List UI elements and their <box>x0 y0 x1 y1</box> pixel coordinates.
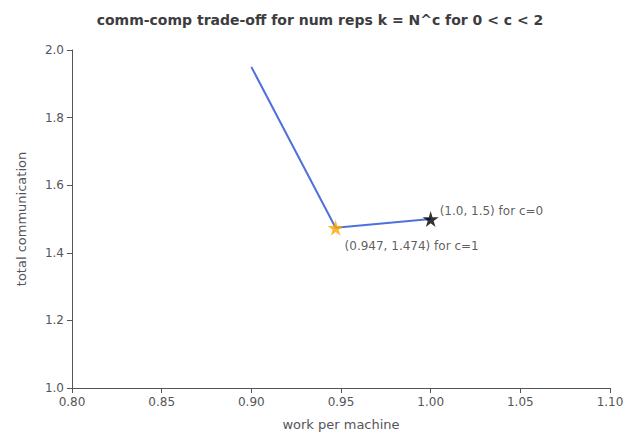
svg-text:comm-comp trade-off for num re: comm-comp trade-off for num reps k = N^c… <box>97 12 544 28</box>
svg-text:work per machine: work per machine <box>282 417 399 432</box>
svg-text:0.85: 0.85 <box>148 395 175 409</box>
svg-text:0.90: 0.90 <box>238 395 265 409</box>
svg-text:0.80: 0.80 <box>59 395 86 409</box>
svg-text:1.8: 1.8 <box>45 111 64 125</box>
svg-text:2.0: 2.0 <box>45 43 64 57</box>
svg-text:1.10: 1.10 <box>597 395 624 409</box>
svg-text:1.00: 1.00 <box>417 395 444 409</box>
svg-text:total communication: total communication <box>14 152 29 286</box>
svg-text:(1.0, 1.5) for c=0: (1.0, 1.5) for c=0 <box>440 204 544 218</box>
svg-text:1.6: 1.6 <box>45 178 64 192</box>
svg-text:1.4: 1.4 <box>45 246 64 260</box>
svg-text:1.0: 1.0 <box>45 381 64 395</box>
svg-text:1.05: 1.05 <box>507 395 534 409</box>
svg-text:0.95: 0.95 <box>328 395 355 409</box>
svg-text:(0.947, 1.474) for c=1: (0.947, 1.474) for c=1 <box>345 239 479 253</box>
svg-text:1.2: 1.2 <box>45 313 64 327</box>
